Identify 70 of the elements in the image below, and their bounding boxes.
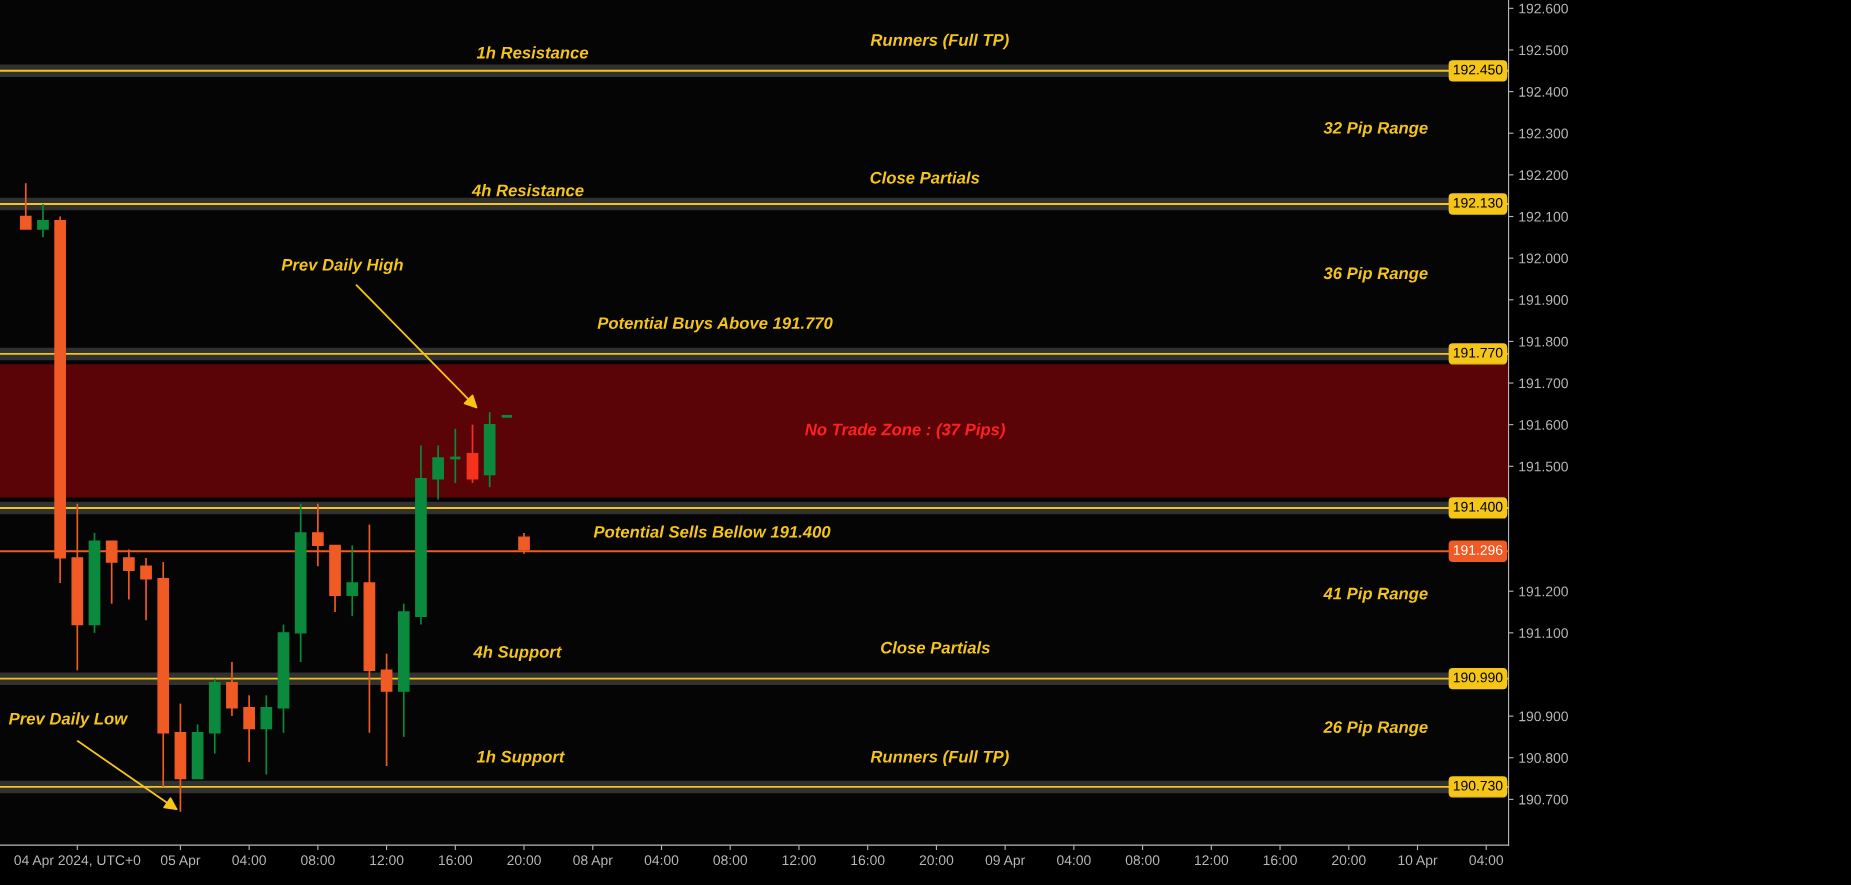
candlestick (432, 444, 444, 501)
x-tick-label: 20:00 (919, 855, 954, 866)
y-tick-label: 191.900 (1519, 295, 1568, 305)
ref-line-label: 191.770 (1453, 347, 1503, 358)
ref-line-label: 192.450 (1453, 64, 1503, 75)
y-tick-label: 191.600 (1519, 420, 1568, 430)
annotation: 1h Resistance (476, 46, 589, 59)
candlestick (19, 182, 32, 230)
candlestick (260, 694, 273, 776)
x-tick-label: 04:00 (644, 855, 679, 866)
annotation: Potential Buys Above 191.770 (597, 316, 833, 333)
annotation: Prev Daily Low (8, 712, 129, 728)
ref-line-label: 190.730 (1453, 780, 1503, 791)
y-tick-label: 192.600 (1519, 3, 1568, 14)
annotation: 4h Support (473, 645, 562, 662)
x-tick-label: 08:00 (713, 855, 748, 866)
x-tick-label: 10 Apr (1398, 855, 1438, 868)
annotation: 41 Pip Range (1323, 587, 1428, 603)
candlestick (37, 203, 49, 239)
y-tick-label: 192.200 (1519, 170, 1568, 181)
x-tick-label: 08:00 (301, 855, 335, 866)
x-tick-label: 08 Apr (573, 855, 613, 868)
y-tick-label: 192.300 (1519, 128, 1568, 139)
annotation: 1h Support (476, 750, 566, 766)
y-tick-label: 190.800 (1519, 753, 1568, 763)
y-tick-label: 190.700 (1519, 794, 1568, 805)
x-tick-label: 04:00 (1057, 855, 1091, 866)
annotation: Close Partials (870, 171, 980, 184)
ref-line-label: 191.296 (1453, 545, 1503, 555)
x-tick-label: 09 Apr (985, 855, 1025, 868)
y-tick-label: 191.500 (1519, 461, 1568, 472)
y-tick-label: 190.900 (1519, 711, 1568, 722)
y-tick-label: 192.000 (1519, 253, 1568, 264)
annotation: 26 Pip Range (1323, 720, 1428, 737)
annotation: Runners (Full TP) (870, 750, 1009, 766)
x-tick-label: 16:00 (851, 855, 885, 866)
band-label: No Trade Zone : (37 Pips) (805, 423, 1005, 439)
x-tick-label: 16:00 (1263, 855, 1297, 866)
y-tick-label: 191.100 (1519, 628, 1568, 639)
x-tick-label: 16:00 (439, 855, 473, 866)
x-tick-label: 12:00 (1195, 855, 1229, 866)
candlestick (243, 694, 255, 763)
y-tick-label: 191.700 (1519, 378, 1568, 389)
x-tick-label: 04:00 (1469, 855, 1504, 866)
ref-line-label: 192.130 (1453, 197, 1503, 208)
y-tick-label: 192.400 (1519, 86, 1568, 97)
x-tick-label: 05 Apr (160, 855, 201, 868)
candlestick (380, 652, 393, 767)
candlestick (346, 544, 359, 618)
ref-line-label: 191.400 (1453, 501, 1503, 512)
annotation: Close Partials (881, 641, 990, 654)
x-tick-label: 20:00 (1332, 855, 1366, 866)
annotation: Runners (Full TP) (870, 33, 1009, 50)
candlestick (140, 557, 152, 622)
annotation: 36 Pip Range (1323, 266, 1428, 283)
x-tick-label: 04:00 (232, 855, 266, 866)
x-tick-label: 12:00 (782, 855, 816, 866)
y-tick-label: 191.800 (1519, 336, 1568, 347)
annotation: Potential Sells Bellow 191.400 (593, 525, 831, 538)
x-tick-label: 08:00 (1125, 855, 1160, 866)
x-tick-label: 04 Apr 2024, UTC+0 (14, 855, 141, 868)
y-tick-label: 192.100 (1519, 211, 1568, 222)
annotation: Prev Daily High (281, 258, 403, 274)
ref-line-label: 190.990 (1453, 672, 1503, 683)
annotation: 32 Pip Range (1323, 121, 1428, 138)
x-tick-label: 12:00 (370, 855, 404, 866)
y-tick-label: 192.500 (1519, 45, 1568, 56)
y-tick-label: 191.200 (1519, 586, 1568, 597)
annotation: 4h Resistance (471, 184, 584, 197)
x-tick-label: 20:00 (507, 855, 541, 866)
